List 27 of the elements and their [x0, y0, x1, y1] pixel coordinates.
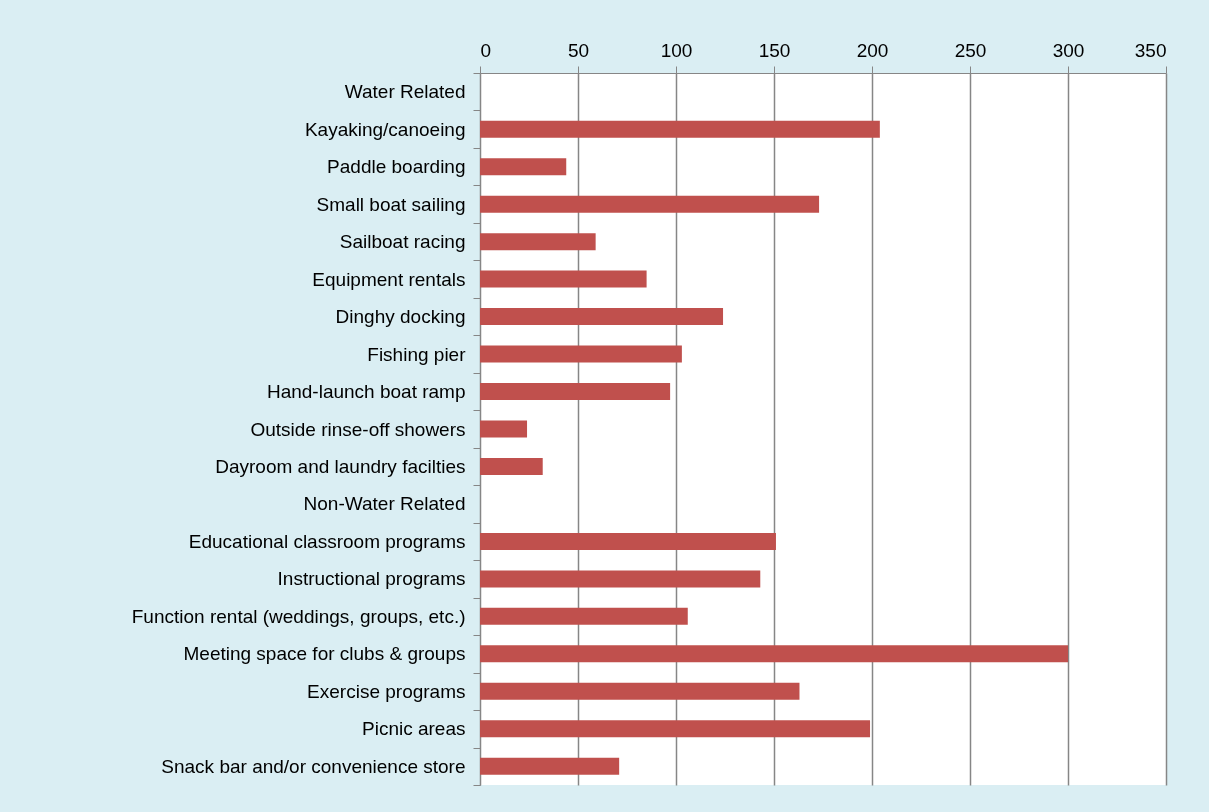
x-tick-label: 100 — [660, 39, 693, 61]
y-tick-label: Function rental (weddings, groups, etc.) — [131, 605, 466, 627]
x-tick-label: 150 — [758, 39, 791, 61]
y-tick-label: Dayroom and laundry facilties — [215, 455, 466, 477]
y-tick-label: Kayaking/canoeing — [304, 118, 466, 140]
y-tick-label: Water Related — [344, 81, 466, 103]
y-tick-label: Instructional programs — [277, 568, 466, 590]
y-tick-label: Picnic areas — [362, 718, 466, 740]
y-tick-label: Snack bar and/or convenience store — [161, 755, 466, 777]
y-tick-label: Fishing pier — [367, 343, 467, 365]
y-tick-label: Sailboat racing — [339, 231, 466, 253]
x-tick-label: 250 — [954, 39, 987, 61]
y-tick-label: Paddle boarding — [327, 156, 466, 178]
y-tick-label: Meeting space for clubs & groups — [183, 643, 466, 665]
y-tick-label: Outside rinse-off showers — [250, 418, 466, 440]
x-tick-label: 200 — [856, 39, 889, 61]
x-tick-label: 50 — [567, 39, 590, 61]
x-tick-label: 0 — [480, 39, 492, 61]
y-tick-label: Dinghy docking — [335, 306, 466, 328]
y-tick-label: Non-Water Related — [303, 493, 466, 515]
y-tick-label: Equipment rentals — [312, 268, 466, 290]
y-tick-label: Exercise programs — [307, 680, 466, 702]
x-tick-label: 350 — [1134, 39, 1167, 61]
y-tick-label: Educational classroom programs — [188, 530, 466, 552]
y-tick-label: Small boat sailing — [316, 193, 466, 215]
x-tick-label: 300 — [1052, 39, 1085, 61]
y-tick-label: Hand-launch boat ramp — [266, 381, 466, 403]
